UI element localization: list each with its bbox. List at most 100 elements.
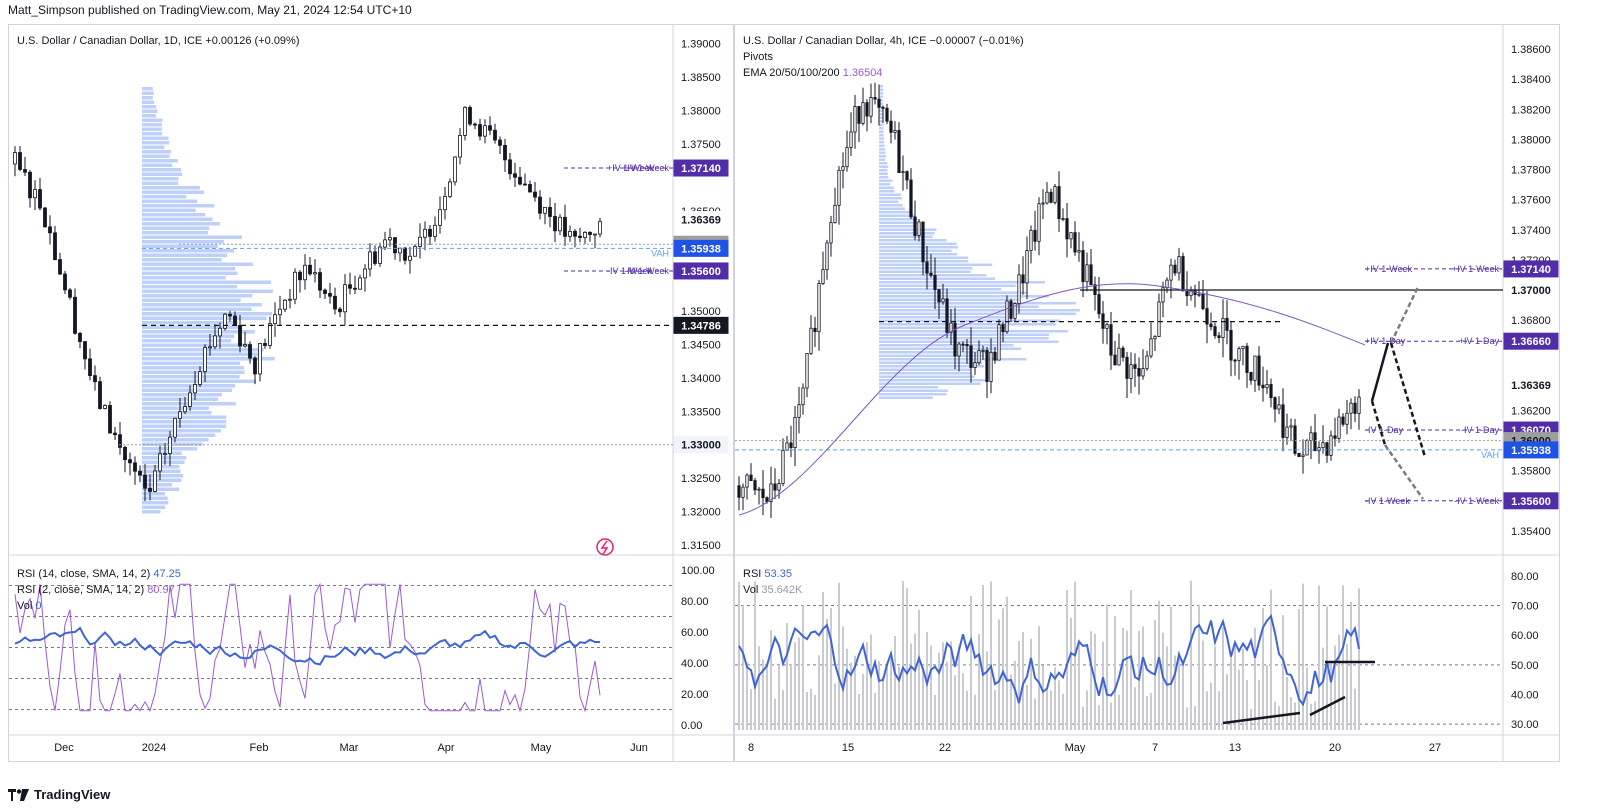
tradingview-footer[interactable]: TradingView bbox=[8, 787, 110, 802]
volume-bar bbox=[962, 673, 964, 730]
candle-down bbox=[348, 284, 352, 289]
volume-profile-bar bbox=[879, 309, 1080, 312]
candle-up bbox=[223, 313, 227, 329]
volume-profile-bar bbox=[879, 253, 958, 256]
candle-up bbox=[917, 221, 921, 236]
candle-down bbox=[428, 228, 432, 237]
volume-profile-bar bbox=[142, 321, 238, 325]
price-tag bbox=[673, 239, 729, 257]
volume-profile-bar bbox=[879, 200, 899, 203]
candle-up bbox=[483, 125, 487, 137]
candle-down bbox=[333, 295, 337, 310]
volume-profile-bar bbox=[879, 92, 884, 95]
candle-up bbox=[288, 298, 292, 301]
candle-up bbox=[453, 156, 457, 183]
volume-profile-bar bbox=[879, 151, 886, 154]
volume-profile-bar bbox=[142, 460, 185, 464]
candle-down bbox=[108, 405, 112, 434]
volume-profile-bar bbox=[879, 312, 1076, 315]
volume-profile-bar bbox=[142, 127, 162, 131]
volume-profile-bar bbox=[879, 211, 913, 214]
candle-up bbox=[1301, 454, 1305, 457]
candle-down bbox=[1181, 256, 1185, 292]
candle-up bbox=[821, 269, 825, 284]
candle-down bbox=[548, 206, 552, 217]
left-chart-panel[interactable]: U.S. Dollar / Canadian Dollar, 1D, ICE +… bbox=[8, 24, 734, 762]
volume-bar bbox=[1194, 706, 1196, 730]
candle-down bbox=[1245, 345, 1249, 373]
candle-up bbox=[198, 371, 202, 385]
candle-down bbox=[328, 293, 332, 297]
price-tag-label: -IV 1-Day bbox=[1461, 425, 1500, 435]
candle-down bbox=[58, 259, 62, 275]
volume-profile-bar bbox=[879, 228, 937, 231]
candle-down bbox=[1001, 324, 1005, 333]
volume-profile-bar bbox=[142, 132, 163, 136]
candle-up bbox=[358, 277, 362, 290]
volume-profile-bar bbox=[142, 451, 182, 455]
candle-up bbox=[388, 237, 392, 241]
time-tick-label: 15 bbox=[842, 742, 854, 754]
candle-up bbox=[1029, 229, 1033, 251]
volume-bar bbox=[1226, 674, 1228, 730]
candle-down bbox=[353, 287, 357, 290]
volume-bar bbox=[1002, 608, 1004, 730]
candle-up bbox=[1161, 287, 1165, 303]
candle-up bbox=[268, 323, 272, 346]
candle-up bbox=[869, 97, 873, 117]
volume-profile-bar bbox=[142, 280, 271, 284]
volume-bar bbox=[1326, 606, 1328, 730]
vol-label: Vol bbox=[17, 600, 33, 612]
volume-bar bbox=[1286, 676, 1288, 730]
volume-bar bbox=[1170, 606, 1172, 730]
volume-bar bbox=[1142, 626, 1144, 730]
time-tick-label: 13 bbox=[1229, 742, 1241, 754]
rsi-tick-label: 80.00 bbox=[1511, 571, 1539, 583]
right-chart-panel[interactable]: U.S. Dollar / Canadian Dollar, 4h, ICE −… bbox=[734, 24, 1560, 762]
candle-up bbox=[543, 206, 547, 214]
candle-down bbox=[298, 271, 302, 281]
right-chart-canvas[interactable]: 1.38600 1.38400 1.38200 1.38000 1.37800 1.376… bbox=[735, 25, 1559, 761]
volume-profile-bar bbox=[142, 294, 253, 298]
volume-bar bbox=[1010, 674, 1012, 730]
candle-down bbox=[761, 488, 765, 499]
candle-up bbox=[1129, 364, 1133, 379]
candle-up bbox=[1321, 442, 1325, 449]
volume-bar bbox=[1126, 630, 1128, 730]
volume-profile-bar bbox=[879, 354, 985, 357]
candle-down bbox=[68, 289, 72, 298]
candle-down bbox=[1297, 452, 1301, 457]
candle-up bbox=[793, 416, 797, 448]
candle-down bbox=[73, 296, 77, 334]
volume-profile-bar bbox=[879, 99, 884, 102]
volume-profile-bar bbox=[142, 208, 196, 212]
volume-bar bbox=[1246, 680, 1248, 730]
volume-profile-bar bbox=[879, 330, 1068, 333]
volume-profile-bar bbox=[879, 302, 1076, 305]
candle-up bbox=[1153, 336, 1157, 340]
left-chart-canvas[interactable]: 1.390001.385001.380001.375001.365001.350… bbox=[9, 25, 733, 761]
candle-down bbox=[253, 357, 257, 375]
candle-down bbox=[1009, 300, 1013, 319]
candle-up bbox=[1357, 396, 1361, 414]
candle-up bbox=[103, 405, 107, 409]
volume-profile-bar bbox=[142, 105, 157, 109]
volume-profile-bar bbox=[142, 415, 227, 419]
candle-down bbox=[1217, 335, 1221, 338]
candle-down bbox=[528, 184, 532, 193]
candle-up bbox=[363, 268, 367, 279]
volume-bar bbox=[1214, 646, 1216, 730]
candle-up bbox=[398, 247, 402, 254]
volume-profile-bar bbox=[142, 388, 233, 392]
volume-profile-bar bbox=[879, 176, 889, 179]
volume-profile-bar bbox=[142, 393, 222, 397]
volume-profile-bar bbox=[879, 95, 884, 98]
volume-profile-bar bbox=[879, 358, 1027, 361]
rsi2-label: RSI (2, close, SMA, 14, 2) bbox=[17, 584, 145, 596]
candle-down bbox=[749, 474, 753, 482]
candle-up bbox=[989, 352, 993, 382]
candle-down bbox=[905, 171, 909, 181]
candle-down bbox=[921, 221, 925, 263]
candle-up bbox=[973, 362, 977, 368]
candle-down bbox=[28, 171, 32, 199]
